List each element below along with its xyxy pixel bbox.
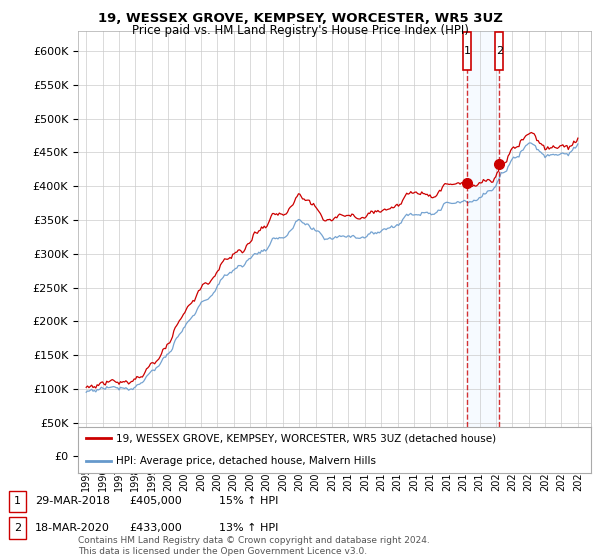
Text: 18-MAR-2020: 18-MAR-2020	[35, 523, 110, 533]
Text: 2: 2	[14, 523, 21, 533]
Text: Contains HM Land Registry data © Crown copyright and database right 2024.
This d: Contains HM Land Registry data © Crown c…	[78, 536, 430, 556]
Text: 2: 2	[496, 46, 503, 56]
Text: 1: 1	[14, 496, 21, 506]
Text: £405,000: £405,000	[129, 496, 182, 506]
Text: 15% ↑ HPI: 15% ↑ HPI	[219, 496, 278, 506]
Text: £433,000: £433,000	[129, 523, 182, 533]
Bar	[467, 31, 499, 456]
FancyBboxPatch shape	[463, 32, 471, 70]
Text: 19, WESSEX GROVE, KEMPSEY, WORCESTER, WR5 3UZ: 19, WESSEX GROVE, KEMPSEY, WORCESTER, WR…	[98, 12, 502, 25]
Text: 1: 1	[463, 46, 470, 56]
Text: HPI: Average price, detached house, Malvern Hills: HPI: Average price, detached house, Malv…	[116, 456, 376, 466]
FancyBboxPatch shape	[495, 32, 503, 70]
Text: 19, WESSEX GROVE, KEMPSEY, WORCESTER, WR5 3UZ (detached house): 19, WESSEX GROVE, KEMPSEY, WORCESTER, WR…	[116, 433, 497, 444]
Text: 29-MAR-2018: 29-MAR-2018	[35, 496, 110, 506]
Text: 13% ↑ HPI: 13% ↑ HPI	[219, 523, 278, 533]
Text: Price paid vs. HM Land Registry's House Price Index (HPI): Price paid vs. HM Land Registry's House …	[131, 24, 469, 37]
